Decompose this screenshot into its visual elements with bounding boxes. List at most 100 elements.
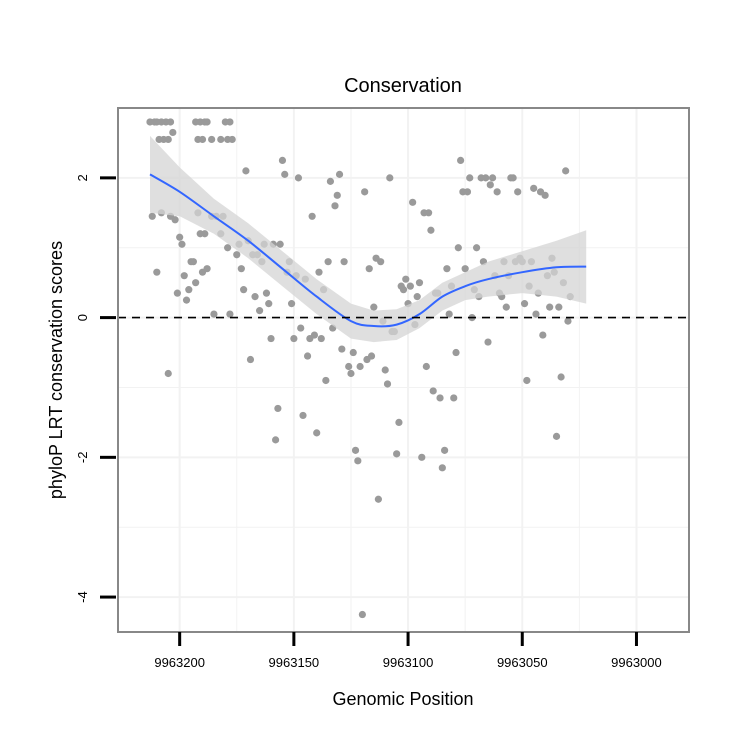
data-point [509, 174, 517, 182]
data-point [324, 258, 332, 266]
data-point [358, 610, 366, 619]
data-point [180, 272, 188, 280]
data-point [208, 135, 216, 144]
data-point [310, 331, 319, 339]
data-point [198, 135, 207, 144]
data-point [393, 450, 401, 458]
data-point [331, 202, 339, 210]
data-point [281, 170, 289, 178]
data-point [308, 212, 316, 220]
data-point [176, 233, 184, 241]
data-point [303, 352, 312, 360]
data-point [148, 212, 156, 220]
data-point [164, 135, 172, 144]
data-point [450, 394, 458, 402]
data-point [562, 167, 570, 175]
data-point [436, 394, 444, 402]
data-point [367, 352, 376, 360]
data-point [224, 244, 232, 252]
data-point [370, 303, 378, 311]
data-point [374, 495, 382, 503]
y-tick-label: 0 [75, 314, 90, 321]
x-tick-label: 9963000 [611, 655, 662, 670]
data-point [493, 188, 501, 196]
data-point [299, 411, 307, 420]
data-point [251, 293, 259, 301]
data-point [203, 265, 211, 273]
data-point [226, 310, 234, 318]
y-tick-label: -4 [75, 591, 90, 603]
data-point [256, 307, 264, 315]
data-point [443, 265, 451, 273]
data-point [226, 118, 234, 126]
data-point [354, 457, 362, 465]
data-point [164, 369, 172, 378]
data-point [262, 289, 271, 297]
data-point [338, 345, 346, 353]
data-point [267, 334, 275, 343]
data-point [271, 436, 280, 444]
data-point [482, 174, 490, 182]
data-point [532, 310, 540, 318]
data-point [409, 198, 417, 206]
data-point [192, 279, 200, 287]
data-point [217, 135, 225, 144]
data-point [415, 279, 424, 287]
data-point [441, 446, 449, 454]
data-point [429, 387, 437, 395]
chart-title: Conservation [344, 75, 462, 97]
data-point [166, 118, 175, 126]
data-point [555, 303, 563, 311]
data-point [326, 177, 335, 185]
data-point [340, 258, 348, 266]
data-point [445, 310, 453, 318]
y-tick-label: 2 [75, 174, 90, 181]
data-point [265, 300, 273, 308]
data-point [427, 226, 435, 234]
data-point [425, 209, 433, 217]
data-point [361, 188, 369, 196]
data-point [552, 432, 561, 440]
data-point [287, 300, 296, 308]
data-point [486, 181, 494, 189]
data-point [356, 362, 364, 371]
data-point [523, 376, 531, 385]
data-point [377, 258, 385, 266]
data-point [185, 286, 193, 294]
x-tick-label: 9963050 [497, 655, 548, 670]
data-point [169, 128, 177, 137]
data-point [189, 258, 197, 266]
data-point [564, 317, 572, 325]
plot-panel: 9963200 9963150 9963100 9963050 9963000 2 0 -2 -… [75, 107, 690, 670]
y-tick-label: -2 [75, 452, 90, 464]
data-point [246, 355, 255, 364]
data-point [322, 376, 330, 385]
smooth-trend-line [149, 173, 587, 328]
x-tick-label: 9963100 [383, 655, 434, 670]
data-point [233, 251, 241, 259]
data-point [530, 184, 538, 192]
data-point [290, 334, 298, 343]
data-point [406, 282, 414, 290]
data-point [349, 348, 357, 357]
data-point [422, 362, 430, 371]
x-tick-label: 9963150 [269, 655, 320, 670]
data-point [472, 244, 481, 252]
data-point [463, 188, 472, 196]
panel-border [117, 107, 690, 633]
data-point [347, 369, 355, 378]
data-point [335, 170, 344, 178]
data-point [381, 366, 389, 374]
data-point [454, 244, 462, 252]
data-point [240, 286, 248, 294]
data-point [418, 453, 426, 461]
data-point [297, 324, 305, 332]
data-point [315, 268, 323, 276]
data-point [365, 265, 373, 273]
y-axis-label: phyloP LRT conservation scores [46, 241, 66, 499]
confidence-ribbon [150, 135, 587, 343]
data-point [203, 118, 211, 126]
data-point [276, 240, 284, 248]
data-point [438, 464, 446, 472]
